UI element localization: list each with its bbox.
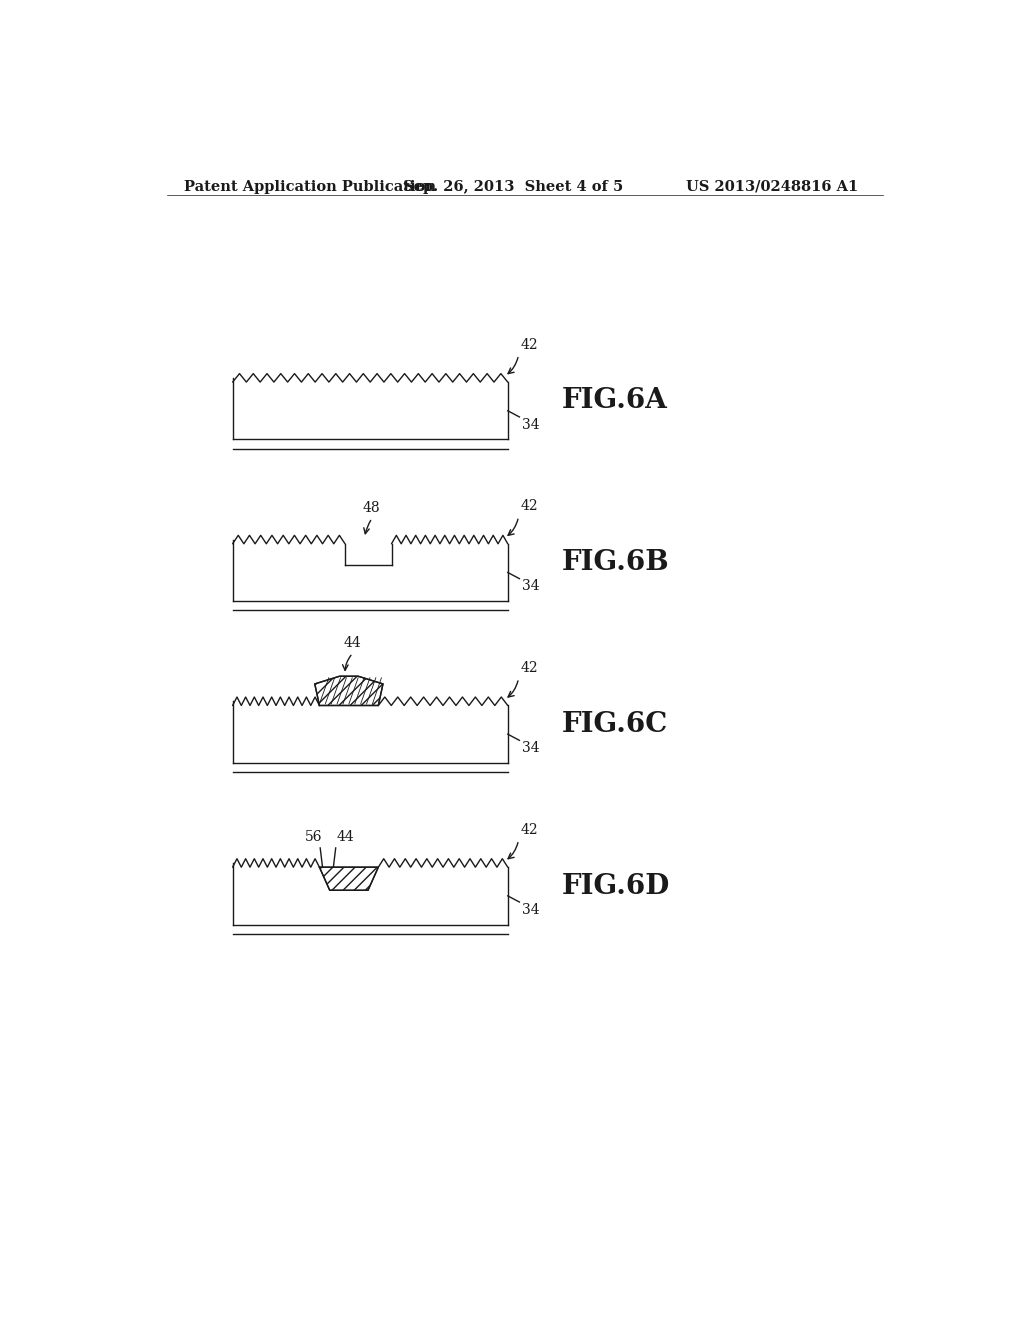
Text: 34: 34 <box>522 741 540 755</box>
Text: Sep. 26, 2013  Sheet 4 of 5: Sep. 26, 2013 Sheet 4 of 5 <box>403 180 624 194</box>
Text: 42: 42 <box>520 338 538 351</box>
Text: FIG.6D: FIG.6D <box>562 873 671 899</box>
Text: 44: 44 <box>336 830 354 843</box>
Text: 34: 34 <box>522 903 540 917</box>
Text: US 2013/0248816 A1: US 2013/0248816 A1 <box>686 180 858 194</box>
Text: 44: 44 <box>343 636 360 649</box>
Polygon shape <box>314 676 383 705</box>
Text: 34: 34 <box>522 579 540 594</box>
Text: 48: 48 <box>362 500 380 515</box>
Text: 42: 42 <box>520 499 538 513</box>
Polygon shape <box>319 867 378 890</box>
Text: 42: 42 <box>520 661 538 675</box>
Text: FIG.6A: FIG.6A <box>562 388 668 414</box>
Text: 34: 34 <box>522 417 540 432</box>
Text: 42: 42 <box>520 822 538 837</box>
Text: Patent Application Publication: Patent Application Publication <box>183 180 436 194</box>
Text: 56: 56 <box>304 830 322 843</box>
Text: FIG.6B: FIG.6B <box>562 549 670 576</box>
Text: FIG.6C: FIG.6C <box>562 711 669 738</box>
